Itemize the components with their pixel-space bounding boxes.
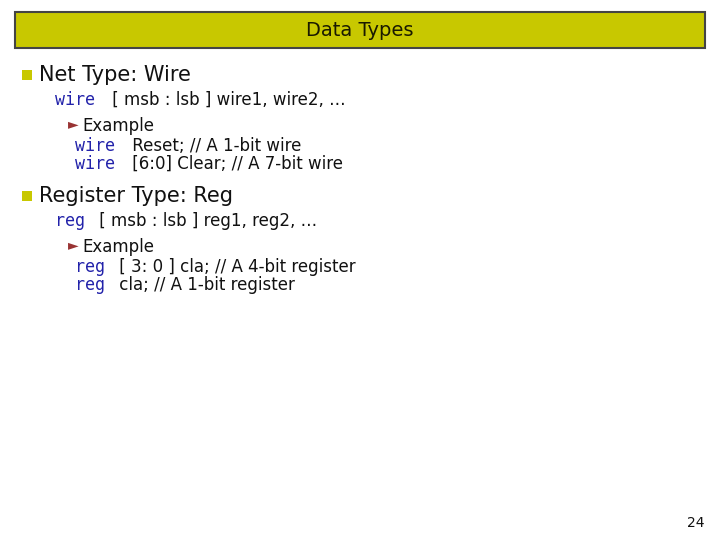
Text: Register Type: Reg: Register Type: Reg [39,186,233,206]
Text: ►: ► [68,117,78,131]
Text: 24: 24 [688,516,705,530]
Text: [ 3: 0 ] cla; // A 4-bit register: [ 3: 0 ] cla; // A 4-bit register [114,258,356,276]
Text: wire: wire [75,137,115,155]
Text: wire: wire [75,155,115,173]
Text: reg: reg [75,258,105,276]
Text: Example: Example [82,117,154,135]
Text: reg: reg [75,276,105,294]
FancyBboxPatch shape [15,12,705,48]
Text: ►: ► [68,238,78,252]
Text: Reset; // A 1-bit wire: Reset; // A 1-bit wire [127,137,301,155]
Text: [ msb : lsb ] reg1, reg2, …: [ msb : lsb ] reg1, reg2, … [94,212,317,230]
Bar [22,70,32,80]
Text: [ msb : lsb ] wire1, wire2, …: [ msb : lsb ] wire1, wire2, … [107,91,345,109]
Text: cla; // A 1-bit register: cla; // A 1-bit register [114,276,294,294]
Bar [22,191,32,201]
Text: reg: reg [55,212,85,230]
Text: Net Type: Wire: Net Type: Wire [39,65,191,85]
Text: [6:0] Clear; // A 7-bit wire: [6:0] Clear; // A 7-bit wire [127,155,343,173]
Text: Data Types: Data Types [306,21,414,39]
Text: wire: wire [55,91,95,109]
Text: Example: Example [82,238,154,256]
